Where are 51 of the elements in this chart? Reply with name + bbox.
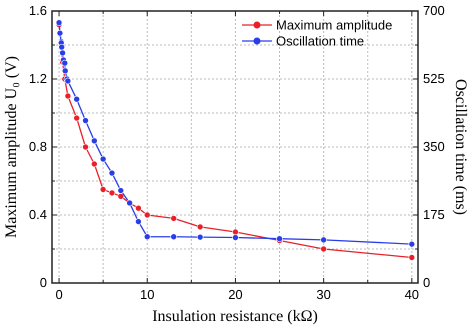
point bbox=[91, 160, 98, 168]
point bbox=[117, 187, 124, 194]
y-tick-label: 1.2 bbox=[28, 71, 47, 86]
x-tick-label: 10 bbox=[140, 287, 154, 302]
point bbox=[320, 246, 327, 252]
point bbox=[108, 190, 116, 196]
point bbox=[100, 186, 106, 193]
point bbox=[100, 156, 106, 162]
x-tick-label: 30 bbox=[316, 287, 331, 302]
point bbox=[91, 137, 98, 144]
x-tick-label: 0 bbox=[55, 287, 63, 302]
point bbox=[232, 234, 239, 241]
y-tick-label: 1.6 bbox=[28, 3, 47, 18]
point bbox=[320, 236, 327, 244]
point bbox=[196, 224, 204, 230]
point bbox=[62, 68, 69, 74]
legend-label: Oscillation time bbox=[276, 34, 364, 48]
point bbox=[73, 114, 80, 122]
point bbox=[59, 50, 66, 56]
point bbox=[144, 212, 151, 218]
point bbox=[232, 228, 239, 236]
y-tick-label: 0.4 bbox=[28, 207, 47, 222]
point bbox=[135, 204, 142, 212]
point bbox=[144, 233, 151, 240]
x-axis-title: Insulation resistance (kΩ) bbox=[152, 308, 318, 325]
point bbox=[117, 193, 124, 200]
point bbox=[135, 218, 142, 225]
point bbox=[408, 254, 416, 261]
x-tick-label: 40 bbox=[404, 287, 420, 302]
y2-tick-label: 525 bbox=[423, 71, 445, 86]
x-tick-label: 20 bbox=[228, 287, 243, 302]
y2-tick-label: 175 bbox=[423, 207, 445, 222]
y-tick-label: 0.8 bbox=[28, 139, 47, 154]
point bbox=[196, 234, 204, 240]
point bbox=[61, 60, 68, 66]
point bbox=[170, 215, 178, 222]
legend-label: Maximum amplitude bbox=[276, 18, 392, 32]
y2-axis-title: Oscillation time (ms) bbox=[452, 79, 469, 215]
y2-tick-label: 350 bbox=[423, 139, 445, 154]
point bbox=[82, 144, 89, 150]
point bbox=[170, 233, 178, 240]
point bbox=[82, 117, 89, 124]
y-tick-label: 0 bbox=[40, 275, 47, 290]
point bbox=[108, 170, 116, 176]
point bbox=[64, 92, 72, 100]
y2-tick-label: 700 bbox=[423, 3, 445, 18]
point bbox=[73, 96, 80, 103]
point bbox=[58, 44, 65, 50]
point bbox=[408, 240, 416, 248]
y2-tick-label: 0 bbox=[423, 275, 430, 290]
y-axis-title: Maximum amplitude U₀ (V) bbox=[3, 56, 20, 238]
